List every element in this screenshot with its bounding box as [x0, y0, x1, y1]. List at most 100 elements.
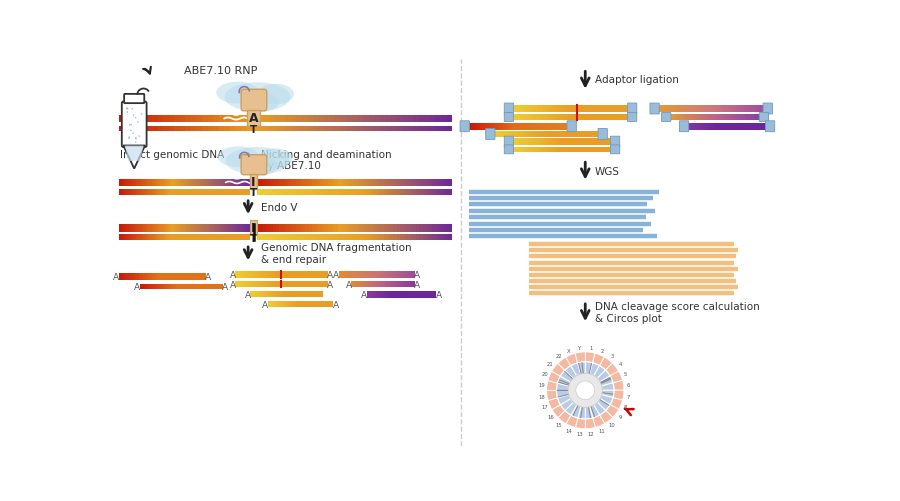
Bar — [737, 124, 739, 130]
Bar — [289, 179, 293, 187]
Bar — [280, 282, 282, 288]
Bar — [156, 224, 158, 232]
Bar — [265, 282, 266, 288]
Bar — [588, 139, 590, 146]
Bar — [739, 115, 741, 120]
Bar — [533, 139, 535, 146]
Bar — [140, 224, 143, 232]
Bar — [325, 302, 326, 308]
Bar — [390, 291, 392, 298]
Bar — [218, 189, 220, 195]
Bar — [279, 224, 283, 232]
Bar — [285, 115, 291, 123]
Wedge shape — [558, 357, 571, 371]
Bar — [429, 189, 432, 195]
Bar — [322, 302, 323, 308]
Wedge shape — [565, 366, 577, 379]
Bar — [562, 124, 564, 130]
Bar — [364, 282, 365, 288]
Bar — [209, 179, 211, 187]
Bar — [712, 124, 713, 130]
Bar — [752, 115, 753, 120]
Bar — [341, 235, 345, 240]
Bar — [363, 126, 369, 132]
Circle shape — [131, 109, 133, 110]
Bar — [202, 284, 203, 290]
Bar — [276, 189, 279, 195]
Bar — [195, 179, 198, 187]
Bar — [319, 272, 320, 279]
Bar — [165, 224, 167, 232]
Circle shape — [132, 115, 134, 116]
Wedge shape — [575, 352, 586, 363]
Bar — [436, 235, 439, 240]
Bar — [429, 126, 436, 132]
Bar — [711, 106, 713, 113]
Bar — [220, 224, 222, 232]
Bar — [586, 131, 588, 138]
Bar — [246, 235, 248, 240]
Bar — [280, 272, 282, 279]
Bar — [580, 139, 581, 146]
Text: 2: 2 — [600, 348, 604, 353]
Bar — [753, 115, 755, 120]
Bar — [356, 272, 358, 279]
Bar — [736, 124, 737, 130]
Bar — [572, 106, 574, 113]
Bar — [274, 292, 276, 298]
Bar — [349, 272, 350, 279]
Bar — [387, 282, 388, 288]
Bar — [673, 106, 675, 113]
Bar — [341, 115, 346, 123]
Bar — [607, 106, 608, 113]
Bar — [703, 124, 704, 130]
Bar — [552, 106, 554, 113]
Bar — [145, 189, 148, 195]
Bar — [275, 302, 276, 308]
Bar — [581, 147, 583, 153]
Bar — [529, 131, 531, 138]
Bar — [301, 302, 302, 308]
Bar — [603, 139, 604, 146]
Bar — [296, 115, 302, 123]
Bar — [360, 282, 361, 288]
Bar — [605, 115, 607, 120]
Bar — [340, 272, 341, 279]
Text: A: A — [333, 271, 339, 280]
Bar — [581, 139, 583, 146]
Bar — [274, 272, 275, 279]
Bar — [193, 274, 194, 280]
Bar — [593, 139, 595, 146]
Bar — [327, 282, 328, 288]
Bar — [533, 124, 535, 130]
Bar — [230, 235, 233, 240]
Bar — [286, 272, 288, 279]
Bar — [429, 224, 432, 232]
Bar — [244, 179, 246, 187]
Bar — [590, 147, 591, 153]
Bar — [209, 284, 210, 290]
Bar — [573, 139, 575, 146]
Bar — [626, 106, 628, 113]
Bar — [569, 131, 571, 138]
Bar — [324, 126, 329, 132]
Bar — [238, 179, 239, 187]
Bar — [757, 106, 759, 113]
Bar — [171, 189, 174, 195]
Bar — [130, 224, 132, 232]
Bar — [585, 131, 586, 138]
Bar — [272, 302, 273, 308]
Bar — [168, 115, 175, 123]
Bar — [180, 284, 181, 290]
Bar — [280, 115, 285, 123]
Bar — [432, 224, 436, 232]
Bar — [559, 147, 561, 153]
Bar — [544, 147, 545, 153]
Bar — [256, 189, 260, 195]
Bar — [377, 179, 381, 187]
Bar — [576, 131, 578, 138]
Bar — [516, 131, 517, 138]
Bar — [403, 282, 404, 288]
Bar — [176, 224, 178, 232]
Bar — [176, 274, 178, 280]
